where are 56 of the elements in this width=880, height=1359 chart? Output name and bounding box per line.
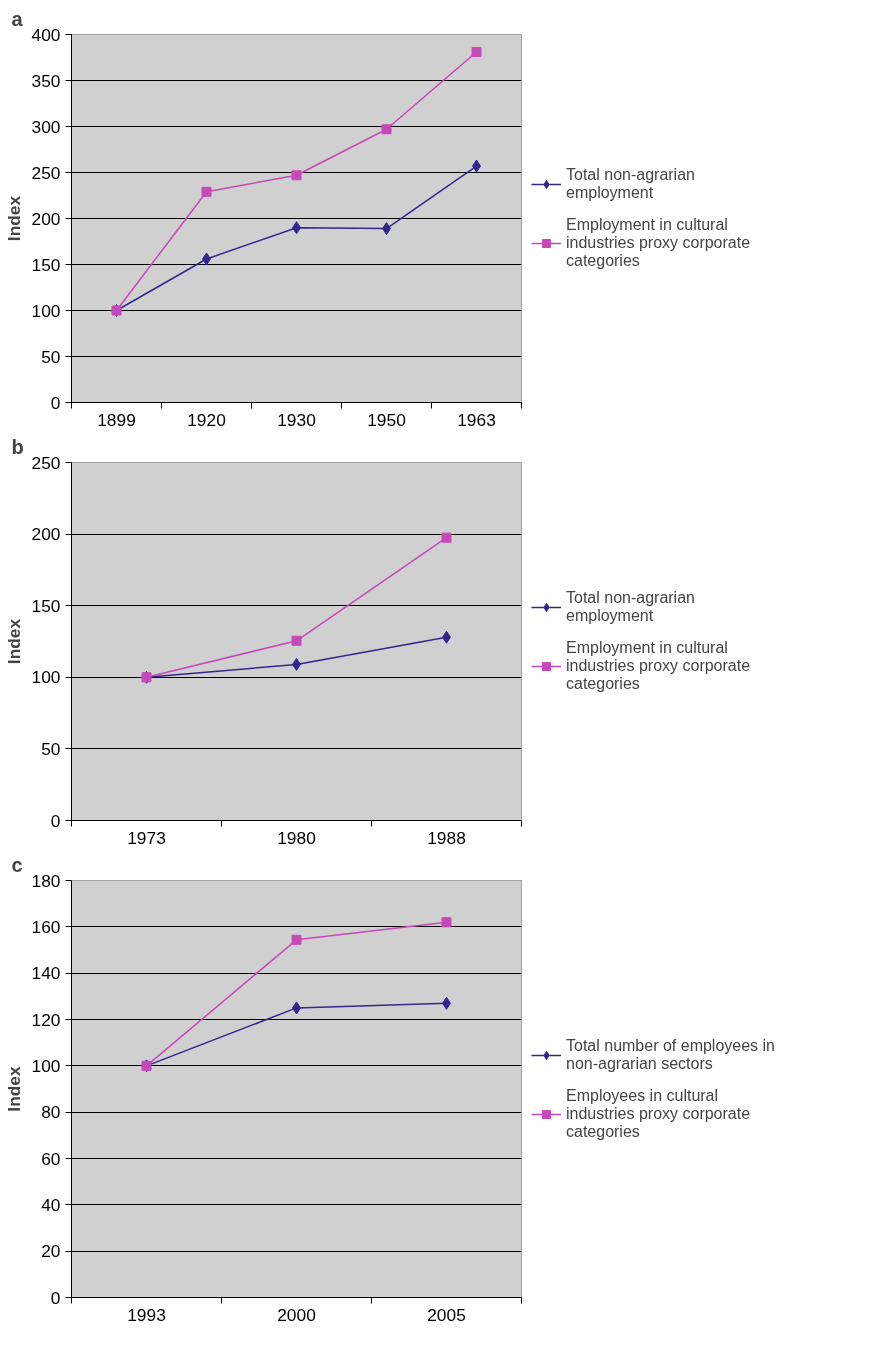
legend-label: Total non-agrarian employment: [566, 166, 695, 202]
x-tick-label: 1920: [187, 409, 226, 430]
chart-title: b: [11, 435, 24, 458]
legend-label: Total non-agrarian employment: [566, 589, 695, 625]
x-tick-label: 1950: [367, 409, 406, 430]
x-tick-label: 1930: [277, 409, 316, 430]
x-tick-label: 1980: [277, 827, 316, 848]
y-tick-label: 0: [50, 1287, 61, 1308]
x-tick-label: 2000: [277, 1304, 316, 1325]
y-tick-label: 150: [31, 595, 61, 616]
point: [291, 934, 302, 945]
y-tick-label: 350: [31, 70, 61, 91]
point: [381, 124, 392, 135]
y-tick-label: 400: [31, 24, 61, 45]
y-tick-label: 120: [31, 1009, 61, 1030]
x-tick-label: 1899: [97, 409, 136, 430]
x-tick-label: 2005: [427, 1304, 466, 1325]
y-tick-label: 300: [31, 116, 61, 137]
x-tick-label: 1993: [127, 1304, 166, 1325]
y-axis-title: Index: [3, 195, 24, 242]
y-tick-label: 50: [41, 738, 61, 759]
point: [441, 917, 452, 928]
y-tick-label: 180: [31, 870, 61, 891]
y-tick-label: 0: [50, 810, 61, 831]
y-tick-label: 140: [31, 963, 61, 984]
point: [291, 635, 302, 646]
point: [441, 532, 452, 543]
legend-label: Employees in cultural industries proxy corporate categories: [566, 1086, 751, 1141]
y-axis-title: Index: [3, 1066, 24, 1112]
y-tick-label: 200: [31, 208, 61, 229]
y-tick-label: 100: [31, 1055, 61, 1076]
y-tick-label: 200: [31, 524, 61, 545]
chart-title: a: [11, 7, 24, 30]
y-axis-title: Index: [3, 618, 24, 665]
y-tick-label: 150: [31, 254, 61, 275]
y-tick-label: 0: [50, 392, 61, 413]
y-tick-label: 250: [31, 452, 61, 473]
y-tick-label: 20: [41, 1241, 61, 1262]
legend-label: Employment in cultural industries proxy corporate categories: [566, 216, 751, 270]
y-tick-label: 50: [41, 346, 61, 367]
y-tick-label: 60: [41, 1148, 61, 1169]
legend-label: Employment in cultural industries proxy corporate categories: [566, 639, 751, 693]
x-tick-label: 1988: [427, 827, 466, 848]
y-tick-label: 100: [31, 667, 61, 688]
y-tick-label: 250: [31, 162, 61, 183]
y-tick-label: 100: [31, 300, 61, 321]
point: [471, 46, 482, 57]
point: [291, 170, 302, 181]
point: [201, 186, 212, 197]
y-tick-label: 40: [41, 1194, 61, 1215]
chart-title: c: [11, 853, 23, 876]
x-tick-label: 1963: [457, 409, 496, 430]
x-tick-label: 1973: [127, 827, 166, 848]
y-tick-label: 80: [41, 1102, 61, 1123]
y-tick-label: 160: [31, 916, 61, 937]
legend-label: Total number of employees in non-agrarian sectors: [566, 1036, 775, 1073]
